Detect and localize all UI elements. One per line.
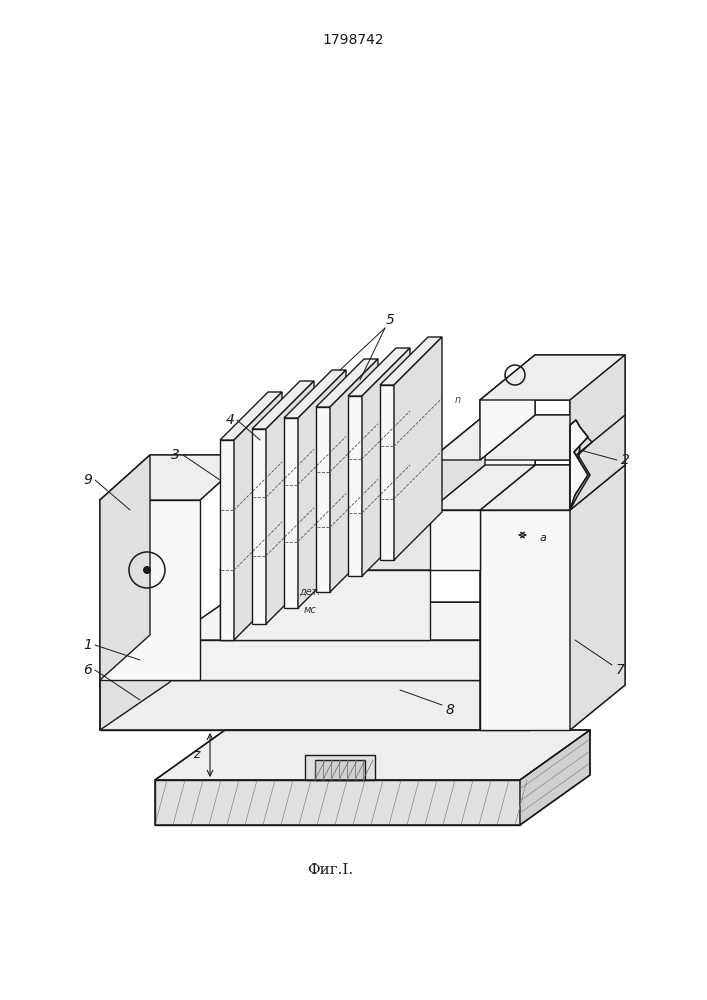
Text: 1798742: 1798742	[322, 33, 384, 47]
Polygon shape	[305, 755, 375, 780]
Polygon shape	[220, 440, 234, 640]
Polygon shape	[520, 730, 590, 825]
Polygon shape	[284, 370, 346, 418]
Polygon shape	[316, 359, 378, 407]
Text: a: a	[540, 533, 547, 543]
Polygon shape	[220, 525, 475, 570]
Polygon shape	[348, 348, 410, 396]
Polygon shape	[570, 415, 625, 510]
Polygon shape	[234, 392, 282, 640]
Polygon shape	[430, 510, 480, 570]
Text: 4: 4	[226, 413, 235, 427]
Polygon shape	[430, 465, 535, 510]
Polygon shape	[362, 348, 410, 576]
Text: 6: 6	[83, 663, 93, 677]
Polygon shape	[170, 640, 520, 680]
Text: дет.: дет.	[299, 587, 321, 597]
Polygon shape	[330, 359, 378, 592]
Text: 5: 5	[385, 313, 395, 327]
Polygon shape	[570, 465, 625, 730]
Circle shape	[143, 566, 151, 574]
Polygon shape	[480, 415, 625, 460]
Polygon shape	[298, 370, 346, 608]
Polygon shape	[100, 500, 200, 680]
Text: 9: 9	[83, 473, 93, 487]
Polygon shape	[480, 355, 625, 400]
Polygon shape	[430, 415, 535, 460]
Polygon shape	[480, 465, 625, 510]
Polygon shape	[348, 396, 362, 576]
Polygon shape	[252, 429, 266, 624]
Text: 3: 3	[170, 448, 180, 462]
Text: n: n	[455, 395, 461, 405]
Polygon shape	[220, 392, 282, 440]
Polygon shape	[100, 680, 530, 730]
Text: Фиг.I.: Фиг.I.	[307, 863, 353, 877]
Polygon shape	[380, 337, 442, 385]
Polygon shape	[100, 455, 250, 500]
Text: мс: мс	[303, 605, 316, 615]
Polygon shape	[220, 570, 430, 640]
Text: 8: 8	[445, 703, 455, 717]
Text: 2: 2	[621, 453, 629, 467]
Polygon shape	[430, 415, 485, 510]
Polygon shape	[570, 420, 588, 510]
Polygon shape	[480, 465, 625, 510]
Polygon shape	[480, 415, 535, 510]
Polygon shape	[266, 381, 314, 624]
Text: z: z	[193, 748, 199, 762]
Polygon shape	[380, 385, 394, 560]
Text: 1: 1	[83, 638, 93, 652]
Polygon shape	[284, 418, 298, 608]
Polygon shape	[316, 407, 330, 592]
Polygon shape	[170, 602, 575, 640]
Polygon shape	[480, 355, 535, 460]
Polygon shape	[252, 381, 314, 429]
Polygon shape	[394, 337, 442, 560]
Polygon shape	[155, 780, 520, 825]
Polygon shape	[100, 632, 600, 680]
Polygon shape	[315, 760, 365, 780]
Text: 7: 7	[616, 663, 624, 677]
Polygon shape	[480, 510, 570, 730]
Polygon shape	[570, 355, 625, 460]
Polygon shape	[155, 730, 590, 780]
Polygon shape	[100, 632, 170, 730]
Polygon shape	[100, 455, 150, 680]
